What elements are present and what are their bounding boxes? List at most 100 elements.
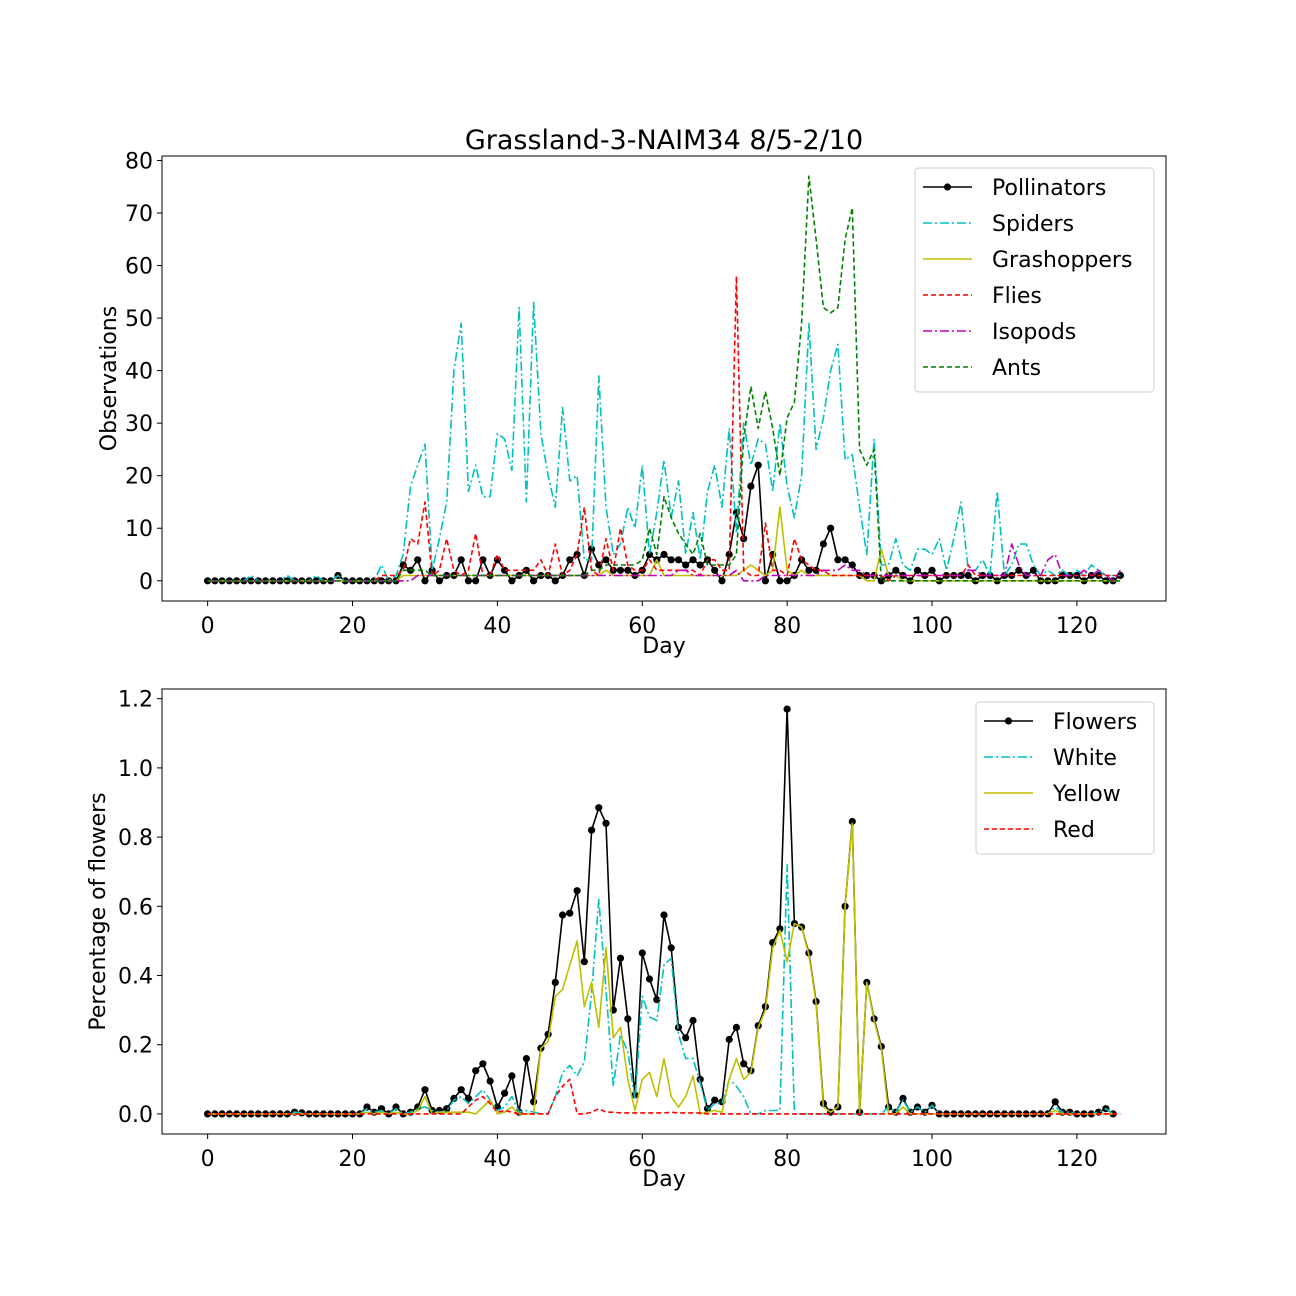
data-point (522, 1055, 531, 1063)
data-point (616, 566, 625, 574)
data-point (703, 1105, 712, 1113)
data-point (942, 571, 951, 580)
data-point (624, 566, 632, 574)
series-line-red (207, 1078, 1121, 1115)
data-point (667, 944, 675, 952)
x-tick-label: 60 (628, 1147, 656, 1172)
data-point (414, 556, 422, 564)
x-tick-label: 40 (483, 614, 511, 639)
chart-title: Grassland-3-NAIM34 8/5-2/10 (465, 125, 863, 156)
data-point (740, 1060, 748, 1068)
data-point (725, 550, 733, 559)
data-point (1051, 1098, 1059, 1106)
legend-box (914, 167, 1155, 393)
data-point (486, 1077, 494, 1085)
data-point (848, 561, 856, 569)
y-tick-label: 80 (125, 149, 153, 174)
data-point (566, 909, 574, 917)
data-point (602, 819, 610, 827)
data-point (725, 1035, 733, 1044)
y-tick-label: 70 (125, 202, 153, 227)
data-point (711, 1096, 719, 1104)
data-point (834, 556, 842, 564)
plot-area (204, 175, 1124, 585)
data-point (457, 1086, 465, 1094)
data-point (805, 566, 813, 574)
y-tick-label: 0.4 (118, 965, 153, 990)
x-tick-label: 0 (201, 614, 215, 639)
y-axis-label: Observations (97, 306, 122, 451)
data-point (660, 911, 668, 919)
data-point (421, 577, 429, 585)
legend-label-flies: Flies (992, 284, 1042, 309)
data-point (573, 550, 581, 559)
legend-marker (943, 183, 952, 191)
data-point (776, 577, 784, 585)
data-point (783, 577, 791, 585)
data-point (899, 1094, 907, 1102)
data-point (667, 556, 675, 564)
data-point (682, 561, 690, 569)
legend: Pollinators Spiders Grashoppers Flies Isopod… (914, 167, 1155, 393)
y-tick-label: 0.6 (118, 895, 153, 920)
data-point (689, 1016, 697, 1025)
data-point (964, 571, 972, 580)
legend-label-grashoppers: Grashoppers (992, 248, 1132, 273)
axes-frame (161, 688, 1167, 1135)
data-point (566, 556, 574, 564)
legend-label-isopods: Isopods (992, 320, 1076, 345)
data-point (848, 817, 856, 826)
y-tick-label: 0 (139, 570, 153, 595)
data-point (718, 577, 726, 585)
legend: Flowers White Yellow Red (975, 701, 1155, 855)
data-point (421, 1086, 429, 1094)
data-point (689, 556, 697, 564)
data-point (580, 958, 588, 966)
y-axis-label: Percentage of flowers (86, 792, 111, 1030)
legend-label-ants: Ants (992, 356, 1041, 381)
data-point (696, 561, 704, 569)
flowers-chart: 0 20 40 60 80 100 120 0.0 0.2 0.4 0.6 0.8 1.0 1.2 Day P… (86, 688, 1167, 1192)
data-point (573, 887, 581, 895)
y-tick-label: 50 (125, 307, 153, 332)
data-point (827, 524, 835, 532)
series-line-isopods (207, 543, 1122, 582)
data-point (616, 954, 625, 962)
data-point (530, 577, 538, 585)
x-axis-label: Day (642, 634, 685, 659)
y-tick-label: 1.2 (118, 688, 153, 713)
x-tick-label: 120 (1056, 1147, 1098, 1172)
data-point (674, 556, 683, 564)
data-point (450, 1094, 458, 1102)
plot-area (204, 705, 1121, 1118)
data-point (501, 566, 509, 574)
legend-box (975, 701, 1155, 855)
legend-label-red: Red (1053, 818, 1095, 843)
legend-marker (1004, 717, 1013, 725)
data-point (653, 996, 661, 1004)
data-point (530, 1098, 538, 1106)
data-point (472, 1067, 480, 1075)
x-tick-label: 60 (628, 614, 656, 639)
x-tick-label: 20 (339, 614, 367, 639)
data-point (761, 577, 770, 585)
y-tick-label: 30 (125, 412, 153, 437)
data-point (819, 540, 828, 548)
data-point (754, 461, 762, 469)
y-tick-label: 10 (125, 517, 153, 542)
data-point (892, 566, 900, 574)
y-tick-label: 40 (125, 360, 153, 385)
data-point (682, 1034, 690, 1042)
legend-label-spiders: Spiders (992, 212, 1074, 237)
y-tick-label: 20 (125, 465, 153, 490)
data-point (588, 826, 596, 834)
data-point (747, 482, 755, 490)
data-point (711, 566, 719, 574)
data-point (602, 556, 610, 564)
x-tick-label: 120 (1056, 614, 1098, 639)
data-point (660, 550, 668, 559)
y-tick-label: 0.8 (118, 826, 153, 851)
data-point (363, 1103, 371, 1111)
data-point (645, 550, 654, 559)
legend-label-yellow: Yellow (1052, 782, 1121, 807)
